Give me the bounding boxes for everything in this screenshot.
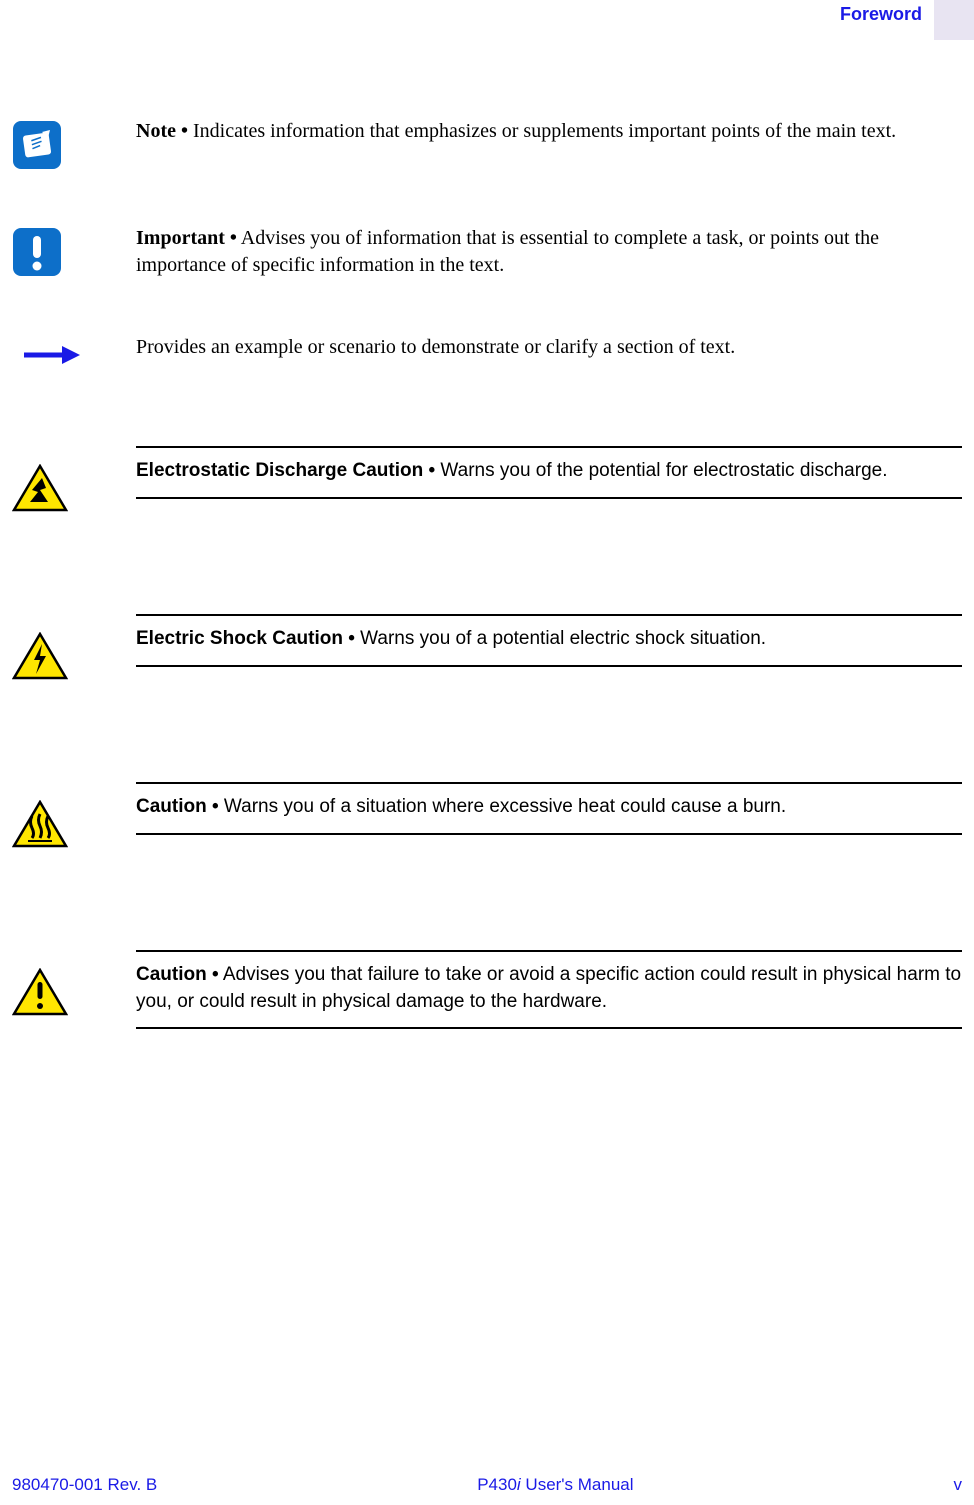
header-tab-box	[934, 0, 974, 40]
example-body: Provides an example or scenario to demon…	[136, 336, 735, 358]
note-text: Note • Indicates information that emphas…	[136, 118, 962, 145]
shock-label: Electric Shock Caution •	[136, 628, 355, 649]
arrow-icon	[12, 334, 136, 366]
example-text: Provides an example or scenario to demon…	[136, 334, 962, 361]
footer-right: v	[954, 1475, 963, 1495]
example-row: Provides an example or scenario to demon…	[12, 334, 962, 366]
caution-body: Advises you that failure to take or avoi…	[136, 964, 961, 1012]
heat-row: Caution • Warns you of a situation where…	[12, 782, 962, 850]
page-footer: 980470-001 Rev. B P430i User's Manual v	[12, 1475, 962, 1495]
esd-label: Electrostatic Discharge Caution •	[136, 460, 435, 481]
caution-row: Caution • Advises you that failure to ta…	[12, 950, 962, 1029]
footer-center: P430i User's Manual	[477, 1475, 633, 1495]
heat-label: Caution •	[136, 796, 219, 817]
heat-icon	[12, 782, 136, 850]
important-label: Important •	[136, 227, 237, 249]
note-row: Note • Indicates information that emphas…	[12, 118, 962, 170]
heat-body: Warns you of a situation where excessive…	[219, 796, 787, 817]
content-area: Note • Indicates information that emphas…	[12, 118, 962, 1029]
header-title: Foreword	[840, 0, 934, 25]
shock-text-wrap: Electric Shock Caution • Warns you of a …	[136, 614, 962, 667]
esd-icon	[12, 446, 136, 514]
important-row: Important • Advises you of information t…	[12, 225, 962, 279]
note-icon	[12, 118, 136, 170]
page-header: Foreword	[840, 0, 974, 40]
esd-row: Electrostatic Discharge Caution • Warns …	[12, 446, 962, 514]
important-body: Advises you of information that is essen…	[136, 227, 879, 276]
shock-row: Electric Shock Caution • Warns you of a …	[12, 614, 962, 682]
caution-icon	[12, 950, 136, 1018]
important-text: Important • Advises you of information t…	[136, 225, 962, 279]
caution-text-wrap: Caution • Advises you that failure to ta…	[136, 950, 962, 1029]
note-label: Note •	[136, 120, 188, 142]
heat-text-wrap: Caution • Warns you of a situation where…	[136, 782, 962, 835]
shock-icon	[12, 614, 136, 682]
caution-label: Caution •	[136, 964, 219, 985]
esd-text-wrap: Electrostatic Discharge Caution • Warns …	[136, 446, 962, 499]
important-icon	[12, 225, 136, 277]
shock-body: Warns you of a potential electric shock …	[355, 628, 766, 649]
esd-body: Warns you of the potential for electrost…	[435, 460, 887, 481]
footer-center-suffix: User's Manual	[521, 1475, 634, 1494]
footer-left: 980470-001 Rev. B	[12, 1475, 157, 1495]
note-body: Indicates information that emphasizes or…	[188, 120, 896, 142]
footer-center-prefix: P430	[477, 1475, 517, 1494]
